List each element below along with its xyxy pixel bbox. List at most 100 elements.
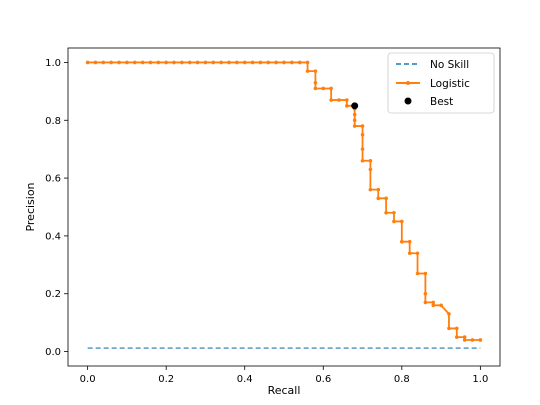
logistic-point — [423, 291, 428, 296]
logistic-point — [368, 158, 373, 163]
logistic-point — [345, 98, 349, 102]
logistic-point — [415, 271, 420, 276]
logistic-point — [376, 187, 381, 192]
legend-logistic-label: Logistic — [430, 78, 470, 90]
logistic-point — [172, 60, 176, 65]
logistic-point — [368, 187, 373, 192]
logistic-point — [282, 60, 286, 65]
legend-logistic-marker — [406, 81, 410, 85]
logistic-point — [423, 271, 428, 276]
logistic-point — [329, 98, 333, 102]
logistic-point — [447, 326, 451, 331]
logistic-point — [117, 60, 121, 65]
logistic-point — [164, 60, 168, 65]
legend-box — [387, 52, 495, 114]
series-layer — [85, 60, 483, 349]
logistic-point — [345, 104, 349, 108]
logistic-point — [235, 60, 239, 65]
x-tick-label: 0.6 — [315, 374, 331, 385]
logistic-point — [392, 219, 396, 224]
logistic-point — [400, 239, 404, 244]
logistic-point — [266, 60, 271, 65]
logistic-point — [203, 60, 208, 65]
legend-best-marker — [404, 97, 412, 105]
x-tick-label: 0.2 — [158, 374, 174, 385]
logistic-point — [305, 60, 310, 65]
logistic-point — [423, 300, 428, 305]
logistic-point — [109, 60, 113, 65]
y-tick-label: 0.2 — [45, 289, 61, 300]
logistic-point — [368, 167, 373, 172]
logistic-point — [431, 303, 436, 308]
logistic-point — [274, 60, 278, 65]
y-axis-ticks: 0.0 0.2 0.4 0.6 0.8 1.0 — [45, 58, 68, 358]
logistic-point — [360, 158, 365, 163]
best-point — [351, 102, 359, 110]
logistic-point — [258, 60, 263, 65]
y-tick-label: 0.4 — [45, 231, 61, 242]
logistic-point — [297, 60, 302, 65]
x-tick-label: 0.0 — [80, 374, 96, 385]
logistic-point — [478, 338, 483, 342]
logistic-point — [415, 251, 420, 256]
logistic-point — [407, 251, 412, 256]
y-tick-label: 0.8 — [45, 116, 61, 127]
logistic-point — [313, 86, 318, 91]
logistic-point — [376, 196, 381, 201]
logistic-point — [305, 69, 310, 73]
logistic-point — [101, 60, 106, 65]
logistic-point — [250, 60, 255, 65]
logistic-point — [360, 124, 365, 128]
logistic-point — [360, 132, 365, 137]
y-axis-label: Precision — [24, 182, 37, 231]
logistic-point — [93, 60, 98, 65]
logistic-point — [352, 112, 357, 117]
logistic-point — [85, 60, 90, 65]
logistic-point — [313, 80, 318, 85]
logistic-point — [407, 239, 412, 244]
logistic-point — [219, 60, 223, 65]
logistic-point — [384, 196, 388, 201]
logistic-point — [462, 338, 467, 342]
logistic-point — [321, 86, 326, 91]
logistic-point — [180, 60, 184, 65]
logistic-point — [392, 210, 396, 215]
logistic-point — [455, 335, 459, 339]
logistic-point — [187, 60, 192, 65]
logistic-point — [337, 98, 341, 102]
logistic-point — [140, 60, 145, 65]
logistic-point — [195, 60, 200, 65]
logistic-point — [211, 60, 216, 65]
logistic-point — [462, 335, 467, 339]
logistic-point — [329, 86, 333, 91]
logistic-point — [242, 60, 247, 65]
logistic-point — [360, 147, 365, 151]
legend-no-skill-label: No Skill — [430, 59, 469, 71]
logistic-point — [290, 60, 294, 65]
y-tick-label: 0.0 — [45, 347, 61, 358]
logistic-point — [439, 303, 443, 308]
logistic-point — [352, 124, 357, 128]
logistic-point — [313, 69, 318, 73]
logistic-point — [384, 210, 388, 215]
logistic-point — [156, 60, 161, 65]
logistic-point — [470, 338, 475, 342]
x-axis-ticks: 0.0 0.2 0.4 0.6 0.8 1.0 — [80, 366, 488, 385]
logistic-point — [400, 219, 404, 224]
logistic-point — [431, 300, 436, 305]
x-tick-label: 1.0 — [472, 374, 488, 385]
legend-best-label: Best — [430, 96, 453, 108]
logistic-point — [447, 312, 451, 316]
y-tick-label: 0.6 — [45, 174, 61, 185]
logistic-point — [125, 60, 129, 65]
logistic-point — [352, 118, 357, 123]
legend: No Skill Logistic Best — [387, 52, 495, 114]
logistic-point — [148, 60, 153, 65]
y-tick-label: 1.0 — [45, 58, 61, 69]
logistic-point — [455, 326, 459, 331]
x-axis-label: Recall — [268, 384, 301, 397]
x-tick-label: 0.8 — [394, 374, 410, 385]
logistic-point — [227, 60, 231, 65]
x-tick-label: 0.4 — [237, 374, 253, 385]
